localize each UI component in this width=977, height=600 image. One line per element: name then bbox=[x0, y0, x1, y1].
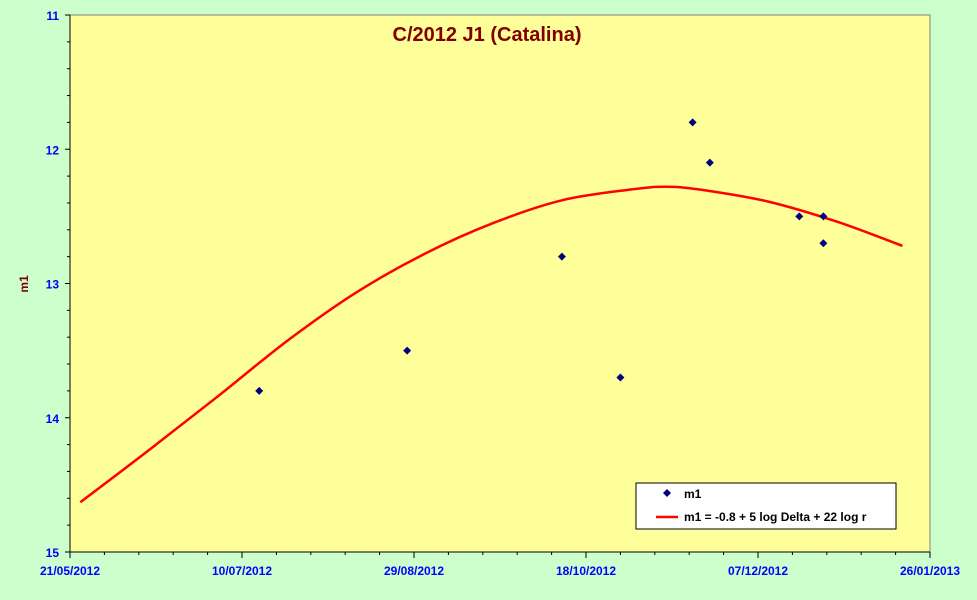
data-point bbox=[705, 158, 714, 167]
y-tick-label: 11 bbox=[46, 9, 59, 23]
y-tick-label: 12 bbox=[46, 143, 60, 157]
data-point bbox=[255, 386, 264, 395]
x-tick-label: 29/08/2012 bbox=[384, 564, 444, 578]
data-point bbox=[819, 212, 828, 221]
y-tick-label: 13 bbox=[46, 278, 60, 292]
legend-box bbox=[635, 482, 897, 530]
chart-marks bbox=[79, 118, 903, 504]
data-point bbox=[403, 346, 412, 355]
x-tick-label: 26/01/2013 bbox=[900, 564, 960, 578]
fit-curve-line bbox=[79, 185, 903, 504]
data-point bbox=[557, 252, 566, 261]
plot-area bbox=[69, 14, 931, 553]
legend-marker-icon bbox=[663, 489, 671, 497]
data-point bbox=[819, 239, 828, 248]
data-point bbox=[688, 118, 697, 127]
x-tick-label: 21/05/2012 bbox=[40, 564, 100, 578]
legend: m1 m1 = -0.8 + 5 log Delta + 22 log r bbox=[635, 482, 897, 530]
axes: 11 12 13 14 15 21/05/2012 10/07/2012 29/08/2012… bbox=[40, 9, 960, 578]
chart-title: C/2012 J1 (Catalina) bbox=[393, 24, 582, 46]
x-tick-label: 10/07/2012 bbox=[212, 564, 272, 578]
x-tick-label: 07/12/2012 bbox=[728, 564, 788, 578]
y-tick-label: 15 bbox=[46, 546, 60, 560]
legend-entry-scatter: m1 bbox=[684, 487, 702, 501]
y-axis-label: m1 bbox=[17, 275, 31, 293]
legend-entry-line: m1 = -0.8 + 5 log Delta + 22 log r bbox=[684, 510, 867, 524]
x-tick-label: 18/10/2012 bbox=[556, 564, 616, 578]
data-point bbox=[616, 373, 625, 382]
data-point bbox=[795, 212, 804, 221]
y-tick-label: 14 bbox=[46, 412, 60, 426]
